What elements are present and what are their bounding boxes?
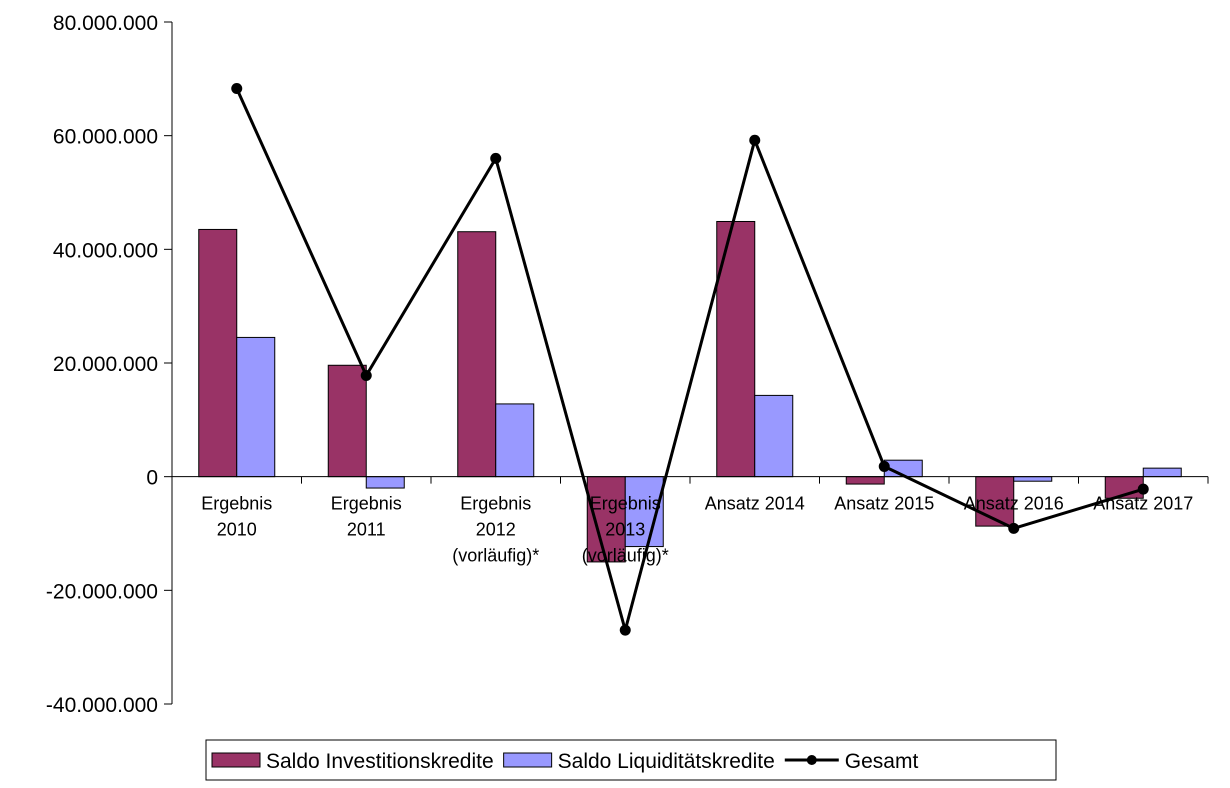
x-tick-label: Ansatz 2015 [834, 494, 934, 514]
bar-investitionskredite [327, 364, 367, 478]
x-tick-label: Ansatz 2016 [964, 494, 1064, 514]
x-tick-label: Ergebnis [201, 494, 272, 514]
point-gesamt [490, 152, 502, 164]
legend-swatch-liquiditaetskredite [503, 752, 553, 768]
point-gesamt [749, 134, 761, 146]
legend-box [205, 739, 1057, 781]
point-gesamt [1137, 483, 1149, 495]
line-gesamt [235, 87, 1144, 636]
bar-liquiditaetskredite [754, 394, 794, 478]
point-gesamt [360, 370, 372, 382]
bar-investitionskredite [457, 231, 497, 478]
bar-liquiditaetskredite [1142, 467, 1182, 478]
y-tick-label: 0 [146, 467, 158, 490]
point-gesamt [878, 460, 890, 472]
x-tick-label: Ergebnis [590, 494, 661, 514]
y-tick-label: 60.000.000 [53, 126, 158, 149]
x-tick-label: (vorläufig)* [452, 546, 539, 566]
bar-liquiditaetskredite [495, 403, 535, 478]
point-gesamt [231, 82, 243, 94]
legend-label: Saldo Investitionskredite [266, 750, 494, 773]
y-tick-label: -20.000.000 [46, 580, 158, 603]
x-tick-label: Ansatz 2017 [1093, 494, 1193, 514]
x-tick-label: Ergebnis [460, 494, 531, 514]
y-tick-label: 40.000.000 [53, 239, 158, 262]
legend: Saldo Investitionskredite Saldo Liquiditä… [205, 739, 1057, 781]
legend-label: Gesamt [845, 750, 919, 773]
bar-liquiditaetskredite [365, 476, 405, 489]
x-tick-label: Ansatz 2014 [705, 494, 805, 514]
bar-liquiditaetskredite [1013, 476, 1053, 482]
bar-investitionskredite [198, 228, 238, 478]
x-tick-label: 2010 [217, 520, 257, 540]
x-tick-label: 2012 [476, 520, 516, 540]
point-gesamt [619, 624, 631, 636]
x-tick-label: Ergebnis [331, 494, 402, 514]
bar-investitionskredite [845, 476, 885, 485]
y-tick-label: -40.000.000 [46, 694, 158, 717]
y-tick-label: 80.000.000 [53, 12, 158, 35]
x-tick-label: (vorläufig)* [582, 546, 669, 566]
y-tick-label: 20.000.000 [53, 353, 158, 376]
axes-layer: 80.000.000 60.000.000 40.000.000 20.000.000… [46, 12, 1209, 717]
point-gesamt [1008, 522, 1020, 534]
legend-marker-gesamt [806, 755, 817, 765]
legend-label: Saldo Liquiditätskredite [558, 750, 775, 773]
line-layer [231, 82, 1149, 636]
x-tick-label: 2011 [347, 520, 386, 540]
legend-swatch-investitionskredite [211, 752, 261, 768]
bar-liquiditaetskredite [236, 336, 276, 478]
x-tick-label: 2013 [605, 520, 645, 540]
